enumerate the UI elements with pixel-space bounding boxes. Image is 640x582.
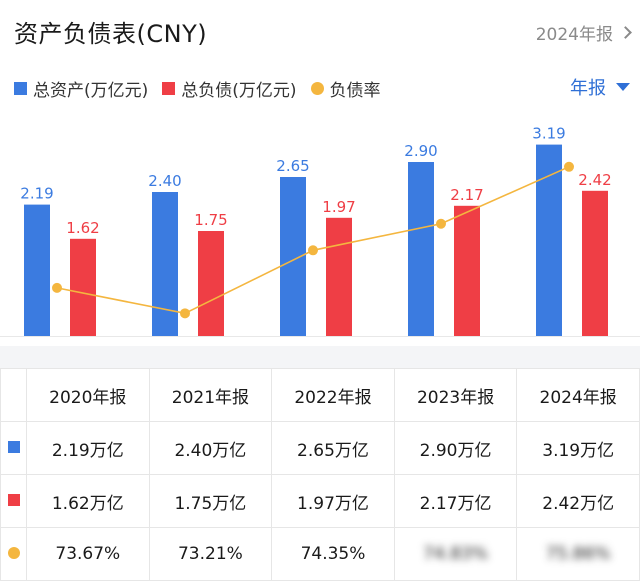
table-cell: 73.67% [26,527,150,581]
bar-liabilities [326,217,352,336]
data-label-liabilities: 1.97 [322,198,355,216]
legend-swatch-ratio [310,82,324,95]
period-link-label: 2024年报 [535,25,613,45]
ratio-point [436,218,446,229]
bar-assets [408,162,434,336]
row-marker-cell [0,421,27,475]
assets-square-icon [7,441,20,453]
legend-item-liabilities[interactable]: 总负债(万亿元) [162,76,297,101]
table-header-cell: 2020年报 [26,368,150,422]
data-label-assets: 2.65 [276,157,309,175]
table-cell: 1.62万亿 [26,474,150,528]
data-label-assets: 2.19 [20,185,53,203]
ratio-point [308,245,318,256]
table-header-cell: 2022年报 [271,368,395,422]
table-cell: 74.83% [393,527,518,581]
row-marker-cell [0,527,27,581]
legend-label-ratio: 负债率 [329,81,381,101]
table-cell: 2.17万亿 [393,474,518,528]
data-label-assets: 2.90 [404,142,437,160]
balance-sheet-chart: 2.19 1.62 2.40 1.75 2.65 1.97 2.90 2.17 3.19 2.42 [0,125,640,337]
table-header-cell: 2021年报 [148,368,273,422]
table-row-ratio: 73.67% 73.21% 74.35% 74.83% 75.86% [0,527,640,581]
table-cell: 2.19万亿 [26,421,150,475]
legend-swatch-liabilities [162,82,176,95]
chart-legend: 总资产(万亿元) 总负债(万亿元) 负债率 [14,76,395,101]
period-select-label: 年报 [570,78,606,99]
data-label-assets: 2.40 [148,172,181,190]
table-header-icon-cell [0,368,27,422]
ratio-point [180,308,190,319]
legend-item-ratio[interactable]: 负债率 [310,76,381,101]
data-table: 2020年报 2021年报 2022年报 2023年报 2024年报 2.19万… [0,368,640,581]
table-cell: 75.86% [516,527,640,581]
liabilities-square-icon [7,494,20,506]
ratio-point [564,161,574,172]
period-link[interactable]: 2024年报 [535,20,632,45]
caret-down-icon [616,83,630,91]
table-cell: 1.75万亿 [148,474,273,528]
bar-assets [536,144,562,336]
table-cell: 2.40万亿 [148,421,273,475]
legend-item-assets[interactable]: 总资产(万亿元) [14,76,148,101]
header: 资产负债表(CNY) 2024年报 [0,0,640,60]
table-header-row: 2020年报 2021年报 2022年报 2023年报 2024年报 [0,368,640,422]
bar-liabilities [582,190,608,336]
bar-assets [152,192,178,336]
data-label-liabilities: 2.42 [578,171,611,189]
table-row-liabilities: 1.62万亿 1.75万亿 1.97万亿 2.17万亿 2.42万亿 [0,474,640,528]
ratio-line [56,166,570,315]
period-select[interactable]: 年报 [570,74,630,100]
table-cell: 73.21% [148,527,273,581]
table-cell: 2.42万亿 [516,474,640,528]
ratio-point [52,282,62,293]
legend-swatch-assets [14,82,27,95]
page-title: 资产负债表(CNY) [14,20,208,48]
table-row-assets: 2.19万亿 2.40万亿 2.65万亿 2.90万亿 3.19万亿 [0,421,640,475]
data-label-liabilities: 2.17 [450,186,483,204]
legend-label-assets: 总资产(万亿元) [33,81,149,101]
bar-liabilities [454,205,480,336]
ratio-dot-icon [7,547,20,559]
section-divider [0,346,640,368]
bar-liabilities [70,238,96,336]
table-header-cell: 2024年报 [516,368,640,422]
data-label-liabilities: 1.75 [194,211,227,229]
data-label-assets: 3.19 [532,125,565,143]
data-label-liabilities: 1.62 [66,219,99,237]
table-cell: 2.90万亿 [393,421,518,475]
bar-liabilities [198,231,224,336]
table-cell: 74.35% [271,527,395,581]
bar-assets [24,204,50,336]
table-cell: 1.97万亿 [271,474,395,528]
table-header-cell: 2023年报 [393,368,518,422]
table-cell: 2.65万亿 [271,421,395,475]
table-cell: 3.19万亿 [516,421,640,475]
chevron-right-icon [619,26,632,39]
legend-label-liabilities: 总负债(万亿元) [181,81,297,101]
row-marker-cell [0,474,27,528]
